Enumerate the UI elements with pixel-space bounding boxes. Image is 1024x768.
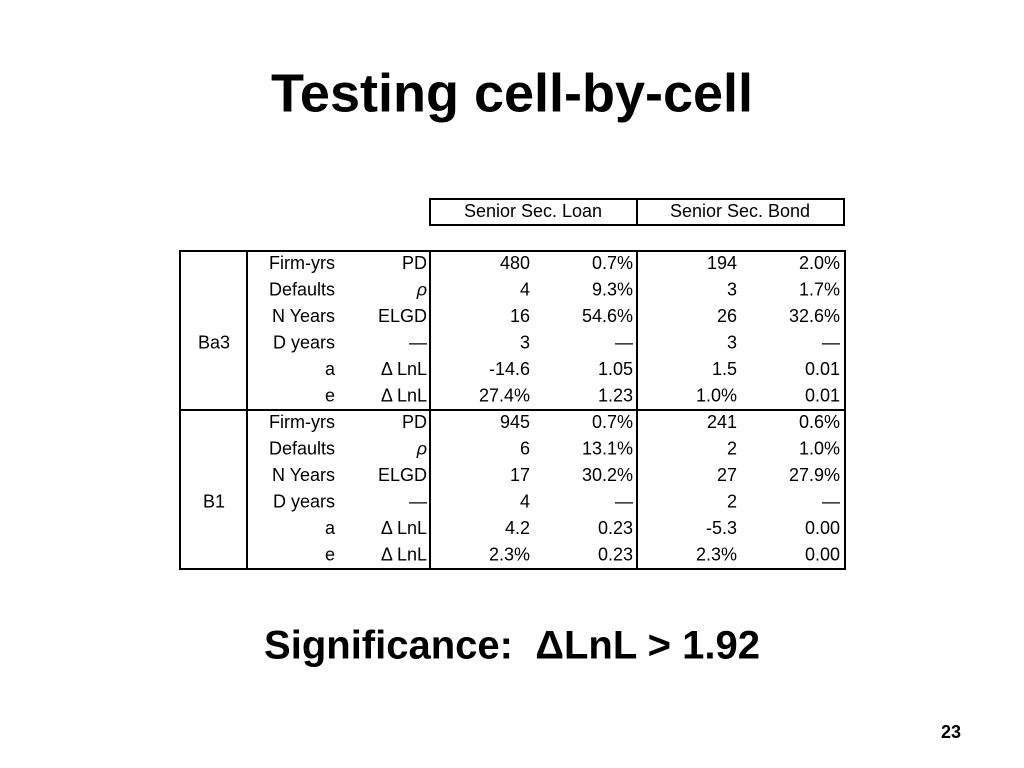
row-label: ρ [416,438,427,458]
row-label: — [409,491,427,511]
row-label: Firm-yrs [269,412,335,432]
cell-value: — [615,332,633,352]
row-label: PD [402,412,427,432]
row-label: Δ LnL [381,385,427,405]
cell-value: 1.0% [799,438,840,458]
page-number: 23 [941,722,961,742]
row-label: Defaults [269,438,335,458]
cell-value: 9.3% [592,279,633,299]
row-label: D years [273,332,335,352]
column-header: Senior Sec. Bond [670,201,810,221]
cell-value: 2 [727,438,737,458]
cell-value: 13.1% [582,438,633,458]
row-label: e [325,385,335,405]
cell-value: 2.3% [489,544,530,564]
cell-value: 194 [707,253,737,273]
slide-title: Testing cell-by-cell [271,63,753,123]
cell-value: 3 [520,332,530,352]
cell-value: 1.5 [712,359,737,379]
cell-value: 945 [500,412,530,432]
cell-value: 0.00 [805,544,840,564]
row-label: N Years [272,306,335,326]
cell-value: 4 [520,279,530,299]
row-label: ELGD [378,465,427,485]
cell-value: 17 [510,465,530,485]
row-label: Firm-yrs [269,253,335,273]
row-label: Defaults [269,279,335,299]
column-header: Senior Sec. Loan [464,201,602,221]
row-label: — [409,332,427,352]
cell-value: 1.23 [598,385,633,405]
cell-value: 0.23 [598,518,633,538]
cell-value: 27 [717,465,737,485]
cell-value: 32.6% [789,306,840,326]
significance-note: Significance: ΔLnL > 1.92 [264,624,760,668]
cell-value: — [822,491,840,511]
row-label: Δ LnL [381,518,427,538]
cell-value: 0.01 [805,385,840,405]
row-label: Δ LnL [381,544,427,564]
cell-value: — [615,491,633,511]
cell-value: 27.4% [479,385,530,405]
cell-value: — [822,332,840,352]
cell-value: 1.05 [598,359,633,379]
cell-value: 1.0% [696,385,737,405]
cell-value: 6 [520,438,530,458]
cell-value: 1.7% [799,279,840,299]
cell-value: 54.6% [582,306,633,326]
cell-value: -5.3 [706,518,737,538]
cell-value: 0.23 [598,544,633,564]
cell-value: 26 [717,306,737,326]
row-label: e [325,544,335,564]
cell-value: 2 [727,491,737,511]
group-label: B1 [203,491,225,511]
cell-value: 2.3% [696,544,737,564]
cell-value: 0.7% [592,412,633,432]
cell-value: 0.01 [805,359,840,379]
row-label: Δ LnL [381,359,427,379]
cell-value: 241 [707,412,737,432]
cell-value: 0.7% [592,253,633,273]
cell-value: 3 [727,332,737,352]
cell-value: 3 [727,279,737,299]
row-label: ELGD [378,306,427,326]
row-label: a [325,359,336,379]
row-label: a [325,518,336,538]
group-label: Ba3 [198,332,230,352]
cell-value: 4 [520,491,530,511]
row-label: PD [402,253,427,273]
cell-value: 4.2 [505,518,530,538]
cell-value: 30.2% [582,465,633,485]
row-label: N Years [272,465,335,485]
cell-value: 27.9% [789,465,840,485]
row-label: D years [273,491,335,511]
cell-value: 16 [510,306,530,326]
cell-value: 2.0% [799,253,840,273]
row-label: ρ [416,279,427,299]
cell-value: -14.6 [489,359,530,379]
cell-value: 0.00 [805,518,840,538]
cell-value: 0.6% [799,412,840,432]
cell-value: 480 [500,253,530,273]
